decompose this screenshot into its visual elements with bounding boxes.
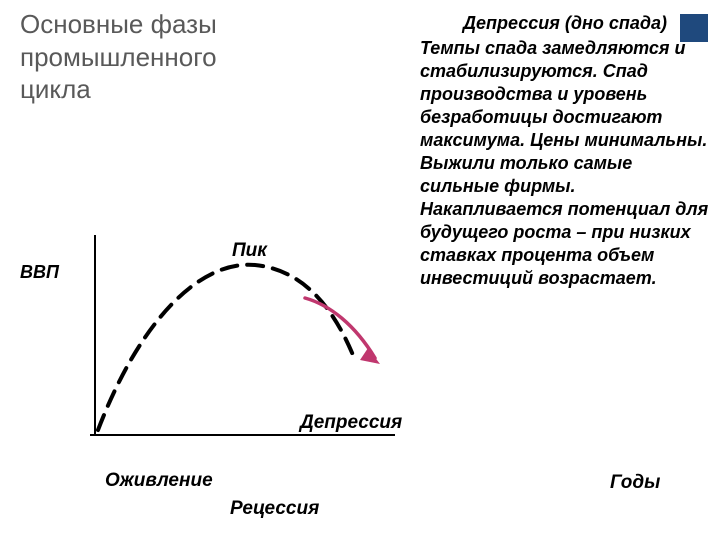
slide-title: Основные фазы промышленного цикла <box>20 8 217 106</box>
chart-svg <box>80 230 400 440</box>
description-heading: Депрессия (дно спада) <box>420 12 710 35</box>
recession-label: Рецессия <box>230 498 319 520</box>
y-axis-label: ВВП <box>20 262 59 283</box>
title-line-3: цикла <box>20 74 91 104</box>
cycle-curve <box>98 265 355 430</box>
recovery-label: Оживление <box>105 470 213 492</box>
title-line-1: Основные фазы <box>20 9 217 39</box>
x-axis-label: Годы <box>610 472 660 494</box>
description-body: Темпы спада замедляются и стабилизируютс… <box>420 37 710 290</box>
description-block: Депрессия (дно спада) Темпы спада замедл… <box>420 12 710 290</box>
chart <box>80 230 400 440</box>
title-line-2: промышленного <box>20 42 217 72</box>
